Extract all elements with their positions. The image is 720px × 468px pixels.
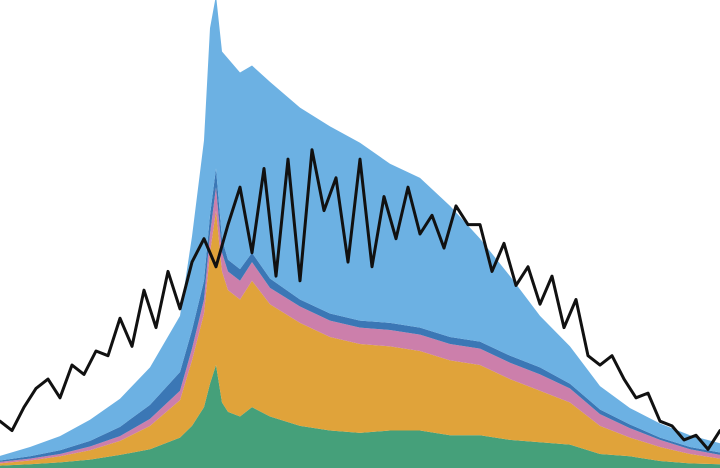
area-series-4 (0, 168, 720, 462)
area-series-3 (0, 187, 720, 464)
area-series-2 (0, 210, 720, 466)
overlay-line-layer (0, 148, 720, 451)
overlay-line (0, 148, 720, 451)
